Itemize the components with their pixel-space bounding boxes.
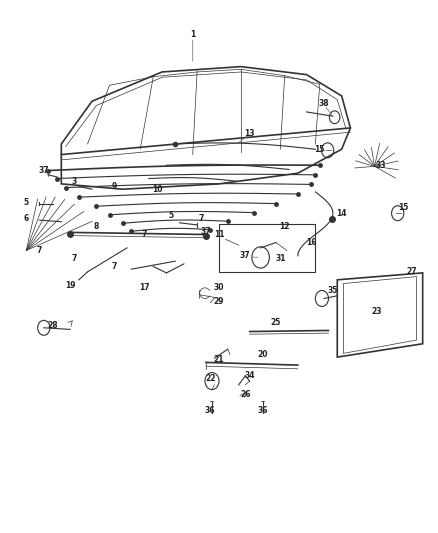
Text: 14: 14: [336, 209, 347, 217]
Text: 9: 9: [111, 182, 117, 191]
Text: 5: 5: [168, 212, 173, 220]
Text: 21: 21: [214, 356, 224, 364]
Text: 8: 8: [94, 222, 99, 231]
Bar: [219, 224, 315, 272]
Text: 15: 15: [398, 204, 408, 212]
Text: 11: 11: [214, 230, 224, 239]
Text: 30: 30: [214, 284, 224, 292]
Text: 28: 28: [47, 321, 58, 329]
Text: 35: 35: [328, 286, 338, 295]
Text: 10: 10: [152, 185, 163, 193]
Text: 16: 16: [306, 238, 316, 247]
Text: 31: 31: [275, 254, 286, 263]
Text: 37: 37: [240, 252, 251, 260]
Text: 37: 37: [201, 228, 211, 236]
Text: 1: 1: [190, 30, 195, 39]
Text: 7: 7: [37, 246, 42, 255]
Text: 36: 36: [258, 406, 268, 415]
Text: 38: 38: [319, 100, 329, 108]
Text: 36: 36: [205, 406, 215, 415]
Text: 7: 7: [72, 254, 77, 263]
Text: 20: 20: [258, 350, 268, 359]
Text: 29: 29: [214, 297, 224, 305]
Text: 7: 7: [142, 230, 147, 239]
Text: 33: 33: [376, 161, 386, 169]
Text: 17: 17: [139, 284, 150, 292]
Text: 22: 22: [205, 374, 215, 383]
Text: 15: 15: [314, 145, 325, 154]
Text: 5: 5: [24, 198, 29, 207]
Text: 25: 25: [271, 318, 281, 327]
Text: 26: 26: [240, 390, 251, 399]
Text: 19: 19: [65, 281, 75, 289]
Text: 3: 3: [72, 177, 77, 185]
Text: 23: 23: [371, 308, 382, 316]
Text: 27: 27: [406, 268, 417, 276]
Text: 12: 12: [279, 222, 290, 231]
Text: 13: 13: [244, 129, 255, 138]
Text: 37: 37: [39, 166, 49, 175]
Text: 7: 7: [111, 262, 117, 271]
Text: 6: 6: [24, 214, 29, 223]
Text: 7: 7: [199, 214, 204, 223]
Text: 34: 34: [244, 372, 255, 380]
